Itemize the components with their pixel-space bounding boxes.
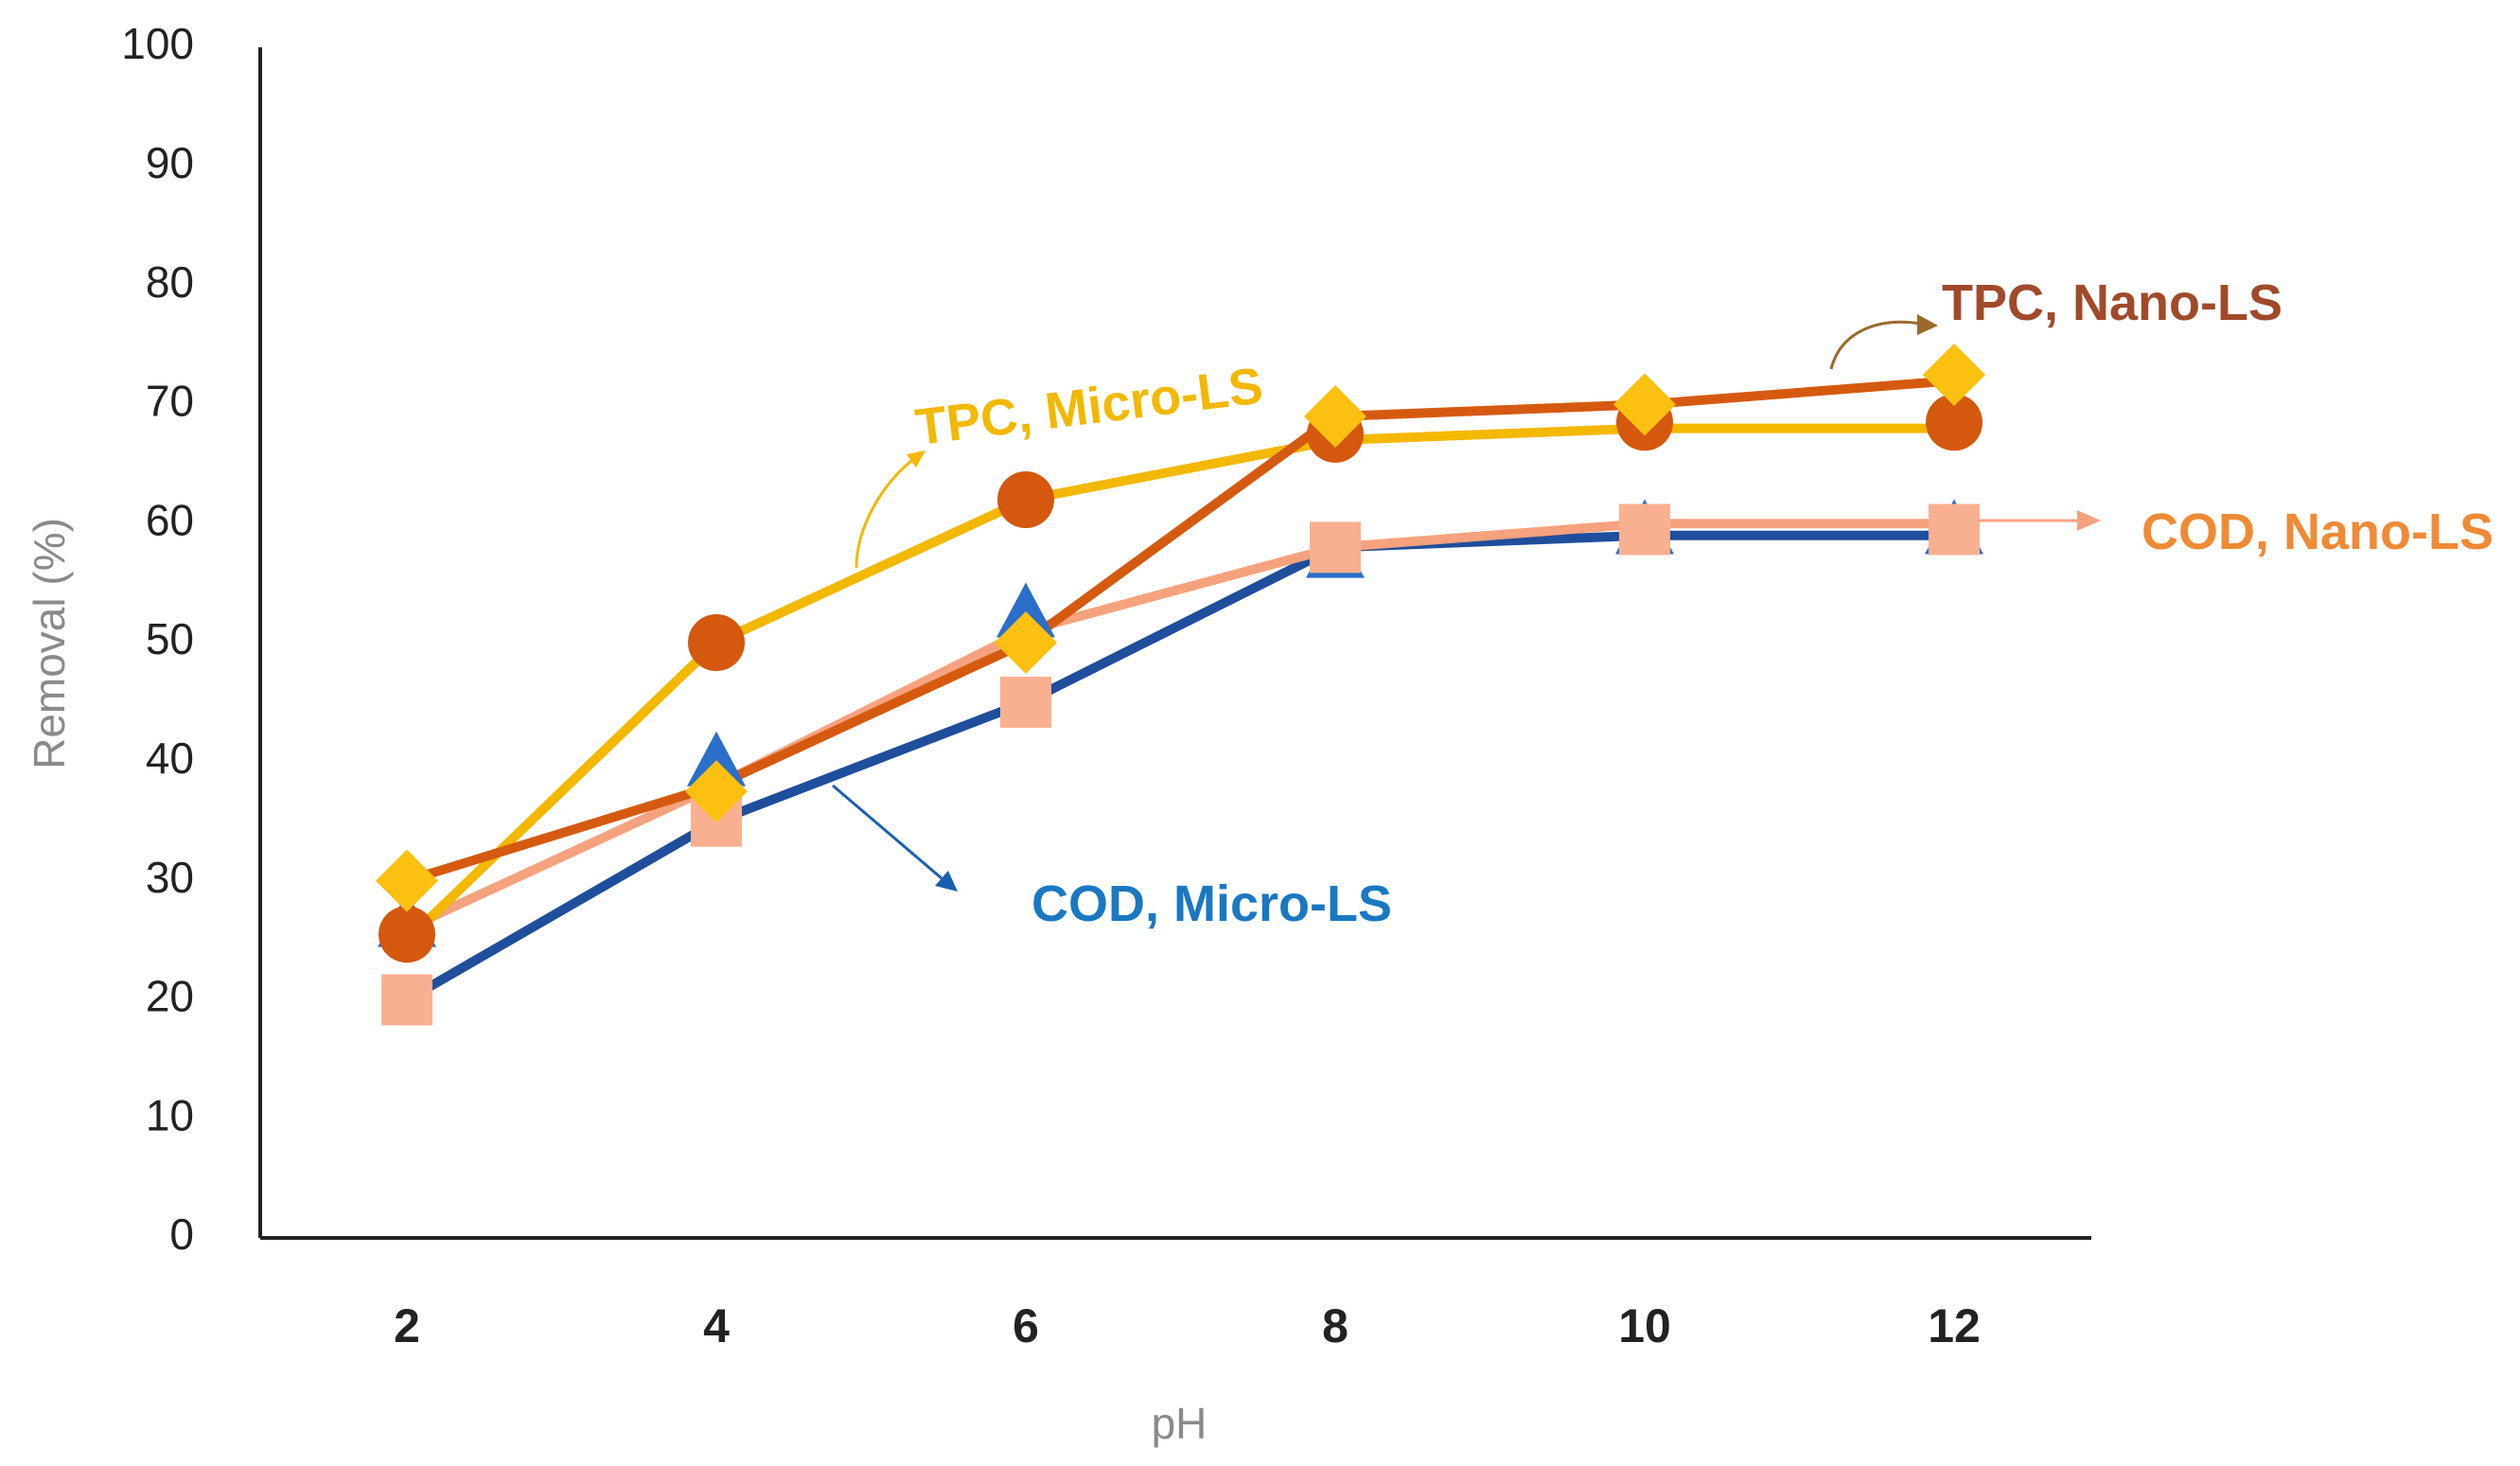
marker-tpc_nano [997,471,1054,529]
x-tick-label: 6 [1013,1299,1039,1352]
cod-nano-ls-arrowhead [2077,510,2101,531]
x-tick-label: 4 [703,1299,730,1352]
tpc-micro-ls-arrow [855,452,921,569]
series-lines [402,376,1959,1005]
marker-tpc_nano [379,906,435,963]
series-line-tpc_micro [402,423,1959,945]
series-line-cod_nano [402,519,1959,933]
marker-cod_nano [381,974,432,1026]
marker-cod_nano [1619,503,1670,556]
marker-tpc_micro [1613,373,1676,436]
series-line-cod_micro [402,530,1959,1005]
tpc-nano-ls-arrow [1829,320,1922,370]
y-tick-label: 30 [146,853,194,902]
marker-tpc_nano [1926,394,1983,451]
x-tick-label: 2 [394,1299,420,1352]
y-tick-labels: 0 10 20 30 40 50 60 70 80 90 100 [121,19,194,1259]
annotation-cod-micro-ls: COD, Micro-LS [1031,875,1392,932]
y-tick-label: 60 [146,495,194,544]
marker-tpc_micro [995,611,1057,674]
annotation-cod-nano-ls: COD, Nano-LS [2141,503,2494,560]
tpc-micro-ls-arrowhead [907,450,925,468]
y-tick-label: 80 [146,257,194,307]
x-tick-label: 12 [1928,1299,1981,1352]
annotation-tpc-micro-ls: TPC, Micro-LS [912,357,1266,456]
y-tick-label: 50 [146,614,194,663]
y-tick-label: 90 [146,138,194,187]
y-tick-label: 100 [121,19,194,68]
y-tick-label: 0 [169,1210,194,1259]
marker-tpc_micro [1304,384,1366,448]
annotation-tpc-nano-ls: TPC, Nano-LS [1942,274,2282,331]
marker-tpc_nano [688,614,745,671]
x-tick-label: 8 [1322,1299,1348,1352]
y-tick-label: 20 [146,972,194,1021]
marker-tpc_micro [1923,343,1985,406]
marker-cod_nano [1929,503,1980,556]
y-axis-label: Removal (%) [25,518,74,769]
cod-micro-ls-arrowhead [935,871,958,892]
marker-cod_nano [1000,676,1051,728]
series-line-tpc_nano [402,376,1959,886]
x-tick-labels: 2 4 6 8 10 12 [394,1299,1981,1352]
cod-micro-ls-arrow [832,784,943,880]
marker-tpc_micro [376,849,438,912]
x-axis-label: pH [1152,1399,1207,1448]
axes [258,47,2091,1240]
marker-cod_micro [996,582,1055,638]
marker-cod_micro [687,731,746,786]
marker-tpc_micro [685,760,748,823]
y-tick-label: 40 [146,733,194,783]
y-tick-label: 10 [146,1090,194,1139]
y-tick-label: 70 [146,377,194,426]
series-markers [376,343,1985,1026]
marker-cod_nano [1310,521,1361,574]
x-tick-label: 10 [1618,1299,1671,1352]
tpc-nano-ls-arrowhead [1917,314,1938,335]
